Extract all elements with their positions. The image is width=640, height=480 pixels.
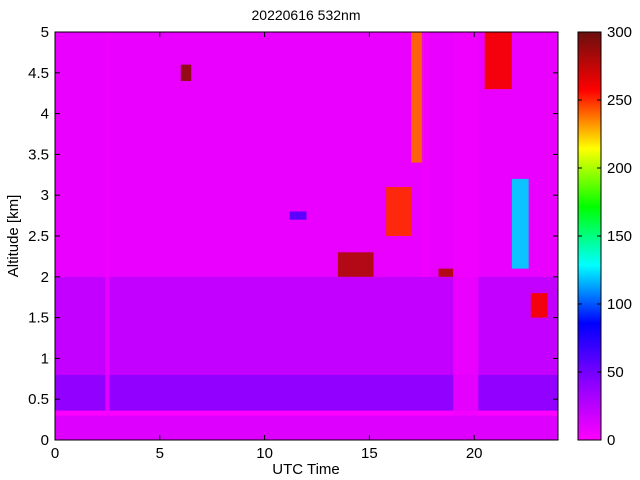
y-tick-label: 0.5	[28, 391, 49, 408]
colorbar-tick-label: 0	[607, 432, 615, 449]
x-tick-label: 5	[156, 445, 164, 462]
x-axis-ticks: 0 5 10 15 20	[51, 32, 483, 462]
colorbar-tick-label: 50	[607, 364, 624, 381]
colorbar-tick-label: 150	[607, 228, 632, 245]
heatmap-features	[105, 32, 548, 416]
y-tick-label: 4.5	[28, 65, 49, 82]
y-tick-label: 3	[41, 187, 49, 204]
cloud-feature-2	[337, 252, 374, 277]
attenuated-feature-11	[105, 32, 110, 416]
y-tick-label: 3.5	[28, 146, 49, 163]
y-tick-label: 5	[41, 24, 49, 41]
y-axis-title: Altitude [km]	[5, 195, 22, 278]
heatmap-cells	[55, 32, 558, 440]
y-tick-label: 1.5	[28, 310, 49, 327]
x-tick-label: 15	[361, 445, 378, 462]
y-tick-label: 4	[41, 106, 49, 123]
cloud-feature-4	[411, 32, 424, 163]
cloud-feature-6	[484, 32, 512, 90]
plot-area: 0 5 10 15 20 0 0.5 1 1.5 2 2.5 3 3.5 4 4.5 5	[28, 24, 559, 462]
x-tick-label: 20	[466, 445, 483, 462]
colorbar: 0 50 100 150 200 250 300	[577, 24, 632, 449]
background-level-2	[55, 374, 558, 411]
colorbar-tick-label: 200	[607, 160, 632, 177]
background-level-3	[55, 276, 558, 375]
y-tick-label: 0	[41, 432, 49, 449]
cloud-feature-5	[438, 268, 454, 277]
colorbar-tick-label: 300	[607, 24, 632, 41]
y-axis-ticks: 0 0.5 1 1.5 2 2.5 3 3.5 4 4.5 5	[28, 24, 558, 449]
attenuated-feature-10	[421, 32, 431, 277]
y-tick-label: 1	[41, 350, 49, 367]
x-tick-label: 0	[51, 445, 59, 462]
chart-title: 20220616 532nm	[252, 7, 361, 23]
colorbar-ticks: 0 50 100 150 200 250 300	[578, 24, 632, 449]
attenuated-feature-9	[453, 32, 479, 416]
cloud-feature-1	[180, 64, 192, 81]
background-level-4	[55, 32, 558, 277]
x-tick-label: 10	[256, 445, 273, 462]
y-tick-label: 2	[41, 269, 49, 286]
background-level-0	[55, 415, 558, 440]
colorbar-tick-label: 250	[607, 92, 632, 109]
cloud-feature-0	[289, 211, 307, 220]
background-level-1	[55, 410, 558, 416]
colorbar-gradient	[578, 32, 601, 440]
x-axis-title: UTC Time	[272, 461, 340, 478]
cloud-feature-8	[511, 178, 529, 269]
colorbar-tick-label: 100	[607, 296, 632, 313]
y-tick-label: 2.5	[28, 228, 49, 245]
cloud-feature-3	[386, 187, 412, 236]
cloud-feature-7	[530, 293, 548, 318]
